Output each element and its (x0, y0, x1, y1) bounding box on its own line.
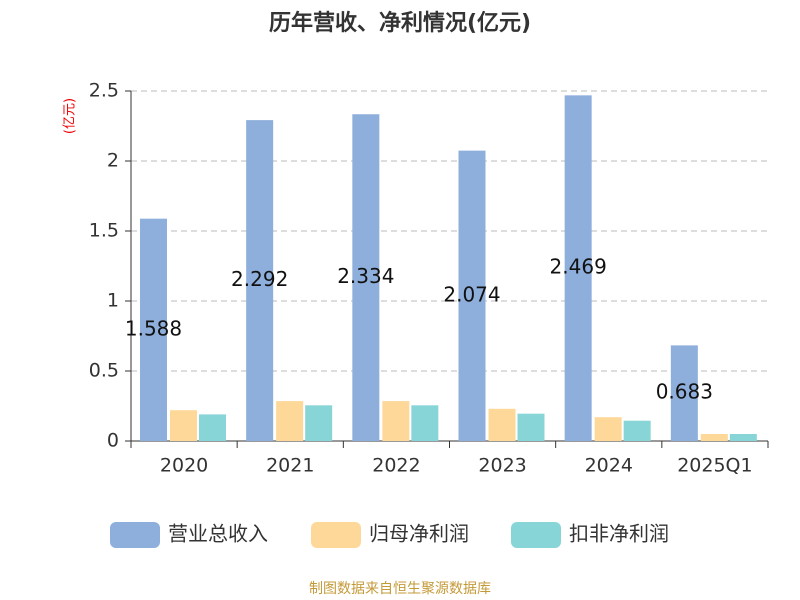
bar (411, 405, 439, 441)
y-tick-label: 2 (107, 150, 119, 172)
y-tick-label: 1 (107, 290, 119, 312)
legend-label: 归母净利润 (369, 522, 469, 546)
bar (594, 417, 622, 441)
legend-swatch (311, 522, 361, 548)
data-label: 2.334 (337, 264, 394, 288)
bar (488, 408, 516, 441)
x-tick-label: 2024 (585, 455, 633, 477)
x-tick-label: 2025Q1 (677, 455, 752, 477)
bar (700, 434, 728, 441)
chart-title: 历年营收、净利情况(亿元) (269, 10, 531, 36)
y-tick-label: 1.5 (89, 220, 119, 242)
bar (199, 414, 226, 441)
bar (729, 434, 757, 441)
footer: 制图数据来自恒生聚源数据库 (309, 581, 491, 597)
data-label: 2.469 (550, 255, 607, 279)
bar (623, 420, 651, 441)
legend-label: 营业总收入 (168, 522, 268, 546)
data-label: 2.292 (231, 267, 288, 291)
bar (670, 345, 698, 441)
x-tick-label: 2023 (478, 455, 526, 477)
y-axis-label: (亿元) (63, 98, 78, 134)
data-label: 0.683 (656, 380, 713, 404)
bar (246, 120, 274, 442)
bar (517, 413, 545, 441)
bar (276, 401, 304, 441)
y-tick-label: 2.5 (89, 80, 119, 102)
y-tick-label: 0.5 (89, 360, 119, 382)
data-label: 2.074 (443, 282, 500, 306)
bar (140, 218, 167, 441)
x-tick-label: 2022 (372, 455, 420, 477)
legend-swatch (511, 522, 561, 548)
y-tick-label: 0 (107, 430, 119, 452)
legend-swatch (110, 522, 160, 548)
legend-label: 扣非净利润 (569, 522, 669, 546)
x-tick-label: 2021 (266, 455, 314, 477)
bar (352, 114, 380, 442)
bar (382, 401, 410, 441)
bar (458, 150, 486, 441)
x-tick-label: 2020 (160, 455, 208, 477)
bar (564, 95, 592, 441)
data-label: 1.588 (125, 316, 182, 340)
bar (305, 405, 333, 441)
bar (170, 410, 197, 441)
